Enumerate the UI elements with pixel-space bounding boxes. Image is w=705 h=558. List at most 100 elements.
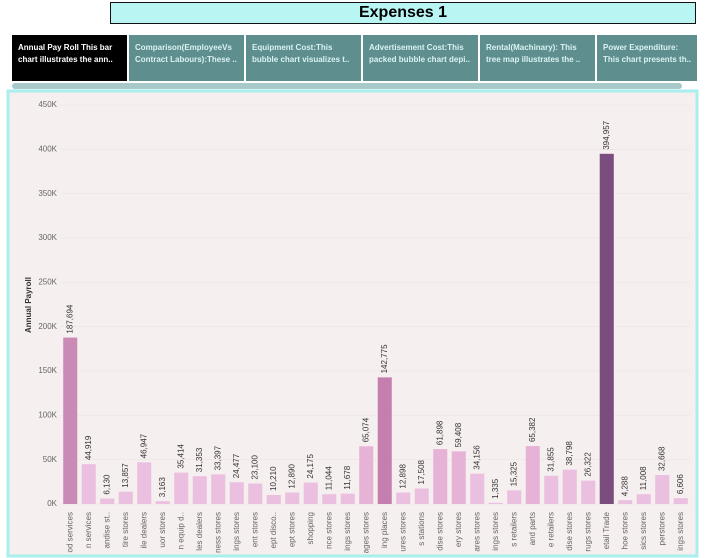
tab-text: chart illustrates the ann..: [18, 55, 113, 64]
scrollbar[interactable]: [12, 83, 682, 89]
value-label: 31,855: [546, 447, 555, 472]
bar: [100, 498, 115, 504]
bar: [192, 476, 207, 504]
value-label: 61,898: [435, 420, 444, 445]
value-label: 6,606: [676, 474, 685, 495]
x-tick-label: perstores: [657, 512, 666, 545]
bar: [488, 502, 503, 504]
tab[interactable]: Advertisement Cost:This packed bubble cha…: [363, 35, 478, 81]
tab-text: Annual Pay Roll This bar: [18, 43, 113, 52]
bar: [396, 492, 411, 504]
bar: [636, 494, 651, 504]
bar: [359, 446, 374, 504]
y-tick-label: 100K: [38, 410, 57, 419]
value-label: 34,156: [472, 445, 481, 470]
bar: [673, 498, 688, 504]
bar: [266, 494, 281, 504]
value-label: 11,678: [343, 465, 352, 489]
bar: [174, 472, 189, 504]
bar: [81, 464, 96, 504]
x-tick-label: ares stores: [472, 512, 481, 552]
bar: [118, 491, 133, 504]
x-tick-label: and parts: [528, 512, 537, 545]
bar: [248, 483, 263, 504]
x-tick-label: ings stores: [491, 512, 500, 551]
x-tick-label: andise st..: [102, 512, 111, 548]
value-label: 33,397: [213, 445, 222, 470]
bar: [377, 377, 392, 504]
bar: [618, 500, 633, 504]
x-tick-label: s retailers: [509, 512, 518, 547]
tab[interactable]: Comparison(EmployeeVs Contract Labours):T…: [129, 35, 244, 81]
x-tick-label: n services: [84, 512, 93, 548]
tab-text: bubble chart visualizes t..: [252, 55, 350, 64]
value-label: 23,100: [250, 454, 259, 479]
tab[interactable]: Power Expenditure: This chart presents th…: [597, 35, 697, 81]
value-label: 10,210: [269, 466, 278, 491]
x-tick-label: hoe stores: [620, 512, 629, 549]
bar: [414, 488, 429, 504]
y-tick-label: 350K: [38, 189, 57, 198]
y-axis-title: Annual Payroll: [24, 277, 33, 333]
plot-background: [6, 89, 699, 558]
value-label: 13,857: [121, 463, 130, 488]
value-label: 26,322: [583, 452, 592, 477]
y-tick-label: 150K: [38, 366, 57, 375]
x-tick-label: rugs stores: [583, 512, 592, 552]
x-tick-label: ile dealers: [139, 512, 148, 548]
x-tick-label: ness stores: [213, 512, 222, 553]
y-tick-label: 200K: [38, 322, 57, 331]
value-label: 59,408: [454, 422, 463, 447]
value-label: 46,947: [139, 433, 148, 458]
value-label: 17,508: [417, 459, 426, 484]
value-label: 12,890: [287, 464, 296, 489]
value-label: 4,288: [620, 476, 629, 497]
bar: [451, 451, 466, 504]
x-tick-label: dise stores: [565, 512, 574, 551]
value-label: 65,074: [361, 417, 370, 442]
tab-text: This chart presents th..: [603, 55, 692, 64]
bar: [507, 490, 522, 504]
bar: [655, 475, 670, 504]
bar: [303, 482, 318, 504]
y-tick-label: 450K: [38, 100, 57, 109]
value-label: 32,668: [657, 446, 666, 471]
y-tick-label: 50K: [43, 455, 58, 464]
value-label: 11,044: [324, 466, 333, 490]
bar: [470, 473, 485, 504]
bar: [525, 446, 540, 504]
value-label: 31,353: [195, 447, 204, 472]
value-label: 65,382: [528, 417, 537, 442]
x-tick-label: ages stores: [361, 512, 370, 553]
value-label: 44,919: [84, 435, 93, 460]
x-tick-label: shopping: [306, 512, 315, 544]
x-tick-label: ept disco..: [269, 512, 278, 548]
x-tick-label: s stations: [417, 512, 426, 546]
value-label: 3,163: [158, 477, 167, 498]
bar: [562, 469, 577, 504]
x-tick-label: ures stores: [398, 512, 407, 552]
bar: [340, 493, 355, 504]
x-tick-label: ings stores: [232, 512, 241, 551]
bar: [285, 492, 300, 504]
tab[interactable]: Equipment Cost:This bubble chart visualiz…: [246, 35, 361, 81]
x-tick-label: les dealers: [195, 512, 204, 551]
x-tick-label: od services: [65, 512, 74, 552]
dashboard-title: Expenses 1: [110, 2, 696, 24]
bar: [599, 153, 614, 504]
tab[interactable]: Annual Pay Roll This bar chart illustrate…: [12, 35, 127, 81]
bar: [322, 494, 337, 504]
x-tick-label: tire stores: [121, 512, 130, 547]
tab[interactable]: Rental(Machinary): This tree map illustra…: [480, 35, 595, 81]
value-label: 6,130: [102, 474, 111, 495]
y-tick-label: 250K: [38, 277, 57, 286]
x-tick-label: e retailers: [546, 512, 555, 547]
tab-text: Equipment Cost:This: [252, 43, 333, 52]
x-tick-label: sics stores: [639, 512, 648, 550]
y-tick-label: 300K: [38, 233, 57, 242]
value-label: 394,957: [602, 120, 611, 149]
bar: [63, 337, 78, 504]
bar: [155, 501, 170, 504]
x-tick-label: ings stores: [676, 512, 685, 551]
